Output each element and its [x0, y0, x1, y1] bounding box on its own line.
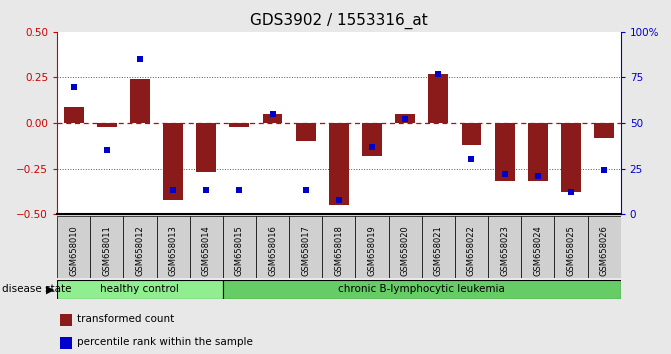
Bar — [389, 216, 422, 278]
Point — [433, 71, 444, 76]
Bar — [223, 216, 256, 278]
Bar — [296, 123, 315, 141]
Text: disease state: disease state — [2, 284, 72, 295]
Bar — [256, 216, 289, 278]
Point — [168, 188, 178, 193]
Bar — [329, 123, 349, 205]
Bar — [528, 123, 548, 181]
Text: ▶: ▶ — [46, 284, 54, 295]
Point — [301, 188, 311, 193]
Bar — [223, 280, 621, 299]
Bar — [521, 216, 554, 278]
Text: GSM658019: GSM658019 — [368, 225, 376, 276]
Bar — [488, 216, 521, 278]
Text: GSM658021: GSM658021 — [434, 225, 443, 276]
Bar — [561, 123, 581, 192]
Bar — [495, 123, 515, 181]
Bar — [422, 216, 455, 278]
Text: GSM658015: GSM658015 — [235, 225, 244, 276]
Point — [400, 116, 411, 122]
Text: GSM658010: GSM658010 — [69, 225, 78, 276]
Text: GSM658026: GSM658026 — [600, 225, 609, 276]
Text: GSM658020: GSM658020 — [401, 225, 410, 276]
Point — [466, 156, 477, 162]
Bar — [190, 216, 223, 278]
Text: GSM658024: GSM658024 — [533, 225, 542, 276]
Bar — [90, 216, 123, 278]
Point — [135, 56, 146, 62]
Point — [499, 171, 510, 177]
Point — [599, 167, 609, 173]
Bar — [588, 216, 621, 278]
Text: healthy control: healthy control — [101, 284, 179, 295]
Point — [566, 189, 576, 195]
Bar — [594, 123, 614, 138]
Bar — [57, 216, 90, 278]
Point — [366, 144, 377, 149]
Point — [234, 188, 245, 193]
Text: GSM658013: GSM658013 — [168, 225, 178, 276]
Bar — [262, 114, 282, 123]
Bar — [163, 123, 183, 200]
Text: GSM658017: GSM658017 — [301, 225, 310, 276]
Bar — [97, 123, 117, 127]
Text: GSM658023: GSM658023 — [500, 225, 509, 276]
Text: percentile rank within the sample: percentile rank within the sample — [77, 337, 253, 347]
Text: GSM658018: GSM658018 — [334, 225, 344, 276]
Bar — [362, 123, 382, 156]
Point — [532, 173, 543, 179]
Text: GSM658016: GSM658016 — [268, 225, 277, 276]
Text: chronic B-lymphocytic leukemia: chronic B-lymphocytic leukemia — [338, 284, 505, 295]
Bar — [197, 123, 216, 172]
Bar — [57, 280, 223, 299]
Bar — [428, 74, 448, 123]
Bar — [229, 123, 250, 127]
Title: GDS3902 / 1553316_at: GDS3902 / 1553316_at — [250, 13, 427, 29]
Bar — [130, 79, 150, 123]
Bar — [356, 216, 389, 278]
Bar — [60, 314, 72, 326]
Point — [333, 197, 344, 202]
Point — [267, 111, 278, 117]
Text: transformed count: transformed count — [77, 314, 174, 324]
Bar — [395, 114, 415, 123]
Point — [68, 84, 79, 89]
Text: GSM658011: GSM658011 — [102, 225, 111, 276]
Bar — [60, 337, 72, 349]
Bar — [455, 216, 488, 278]
Bar — [64, 107, 84, 123]
Bar — [289, 216, 322, 278]
Bar — [156, 216, 190, 278]
Text: GSM658012: GSM658012 — [136, 225, 144, 276]
Bar — [322, 216, 356, 278]
Text: GSM658022: GSM658022 — [467, 225, 476, 276]
Bar — [123, 216, 156, 278]
Bar — [462, 123, 481, 145]
Text: GSM658025: GSM658025 — [566, 225, 576, 276]
Point — [101, 148, 112, 153]
Point — [201, 188, 211, 193]
Bar — [554, 216, 588, 278]
Text: GSM658014: GSM658014 — [202, 225, 211, 276]
